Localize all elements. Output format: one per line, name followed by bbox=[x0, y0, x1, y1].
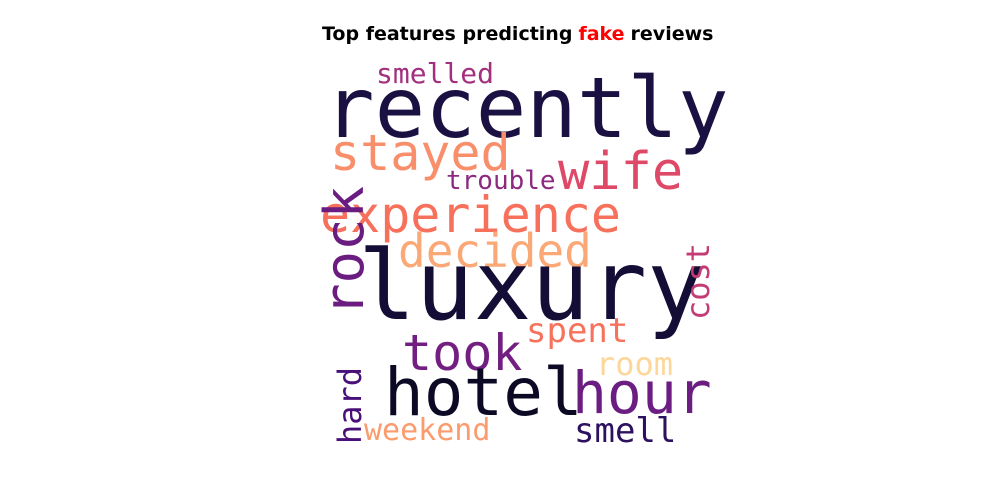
word-decided: decided bbox=[398, 224, 592, 278]
word-cloud: recently smelled stayed wife trouble exp… bbox=[313, 57, 729, 451]
title-part-2: reviews bbox=[630, 23, 714, 45]
word-smell: smell bbox=[574, 411, 677, 451]
word-luxury: luxury bbox=[358, 230, 705, 342]
word-hour: hour bbox=[572, 359, 712, 427]
word-stayed: stayed bbox=[330, 124, 511, 182]
word-spent: spent bbox=[526, 311, 629, 351]
word-experience: experience bbox=[320, 186, 622, 244]
word-hotel: hotel bbox=[384, 354, 583, 431]
word-took: took bbox=[402, 324, 523, 382]
figure-title: Top features predicting fake reviews bbox=[322, 22, 713, 46]
word-trouble: trouble bbox=[446, 166, 556, 196]
word-rock: rock bbox=[313, 185, 376, 316]
word-cost: cost bbox=[679, 242, 717, 320]
word-hard: hard bbox=[331, 366, 369, 444]
title-part-1: Top features predicting bbox=[322, 23, 573, 45]
word-recently: recently bbox=[324, 59, 729, 157]
word-room: room bbox=[596, 345, 674, 383]
word-smelled: smelled bbox=[376, 57, 495, 90]
title-highlight: fake bbox=[578, 23, 625, 45]
word-weekend: weekend bbox=[364, 413, 491, 448]
word-wife: wife bbox=[558, 142, 684, 202]
